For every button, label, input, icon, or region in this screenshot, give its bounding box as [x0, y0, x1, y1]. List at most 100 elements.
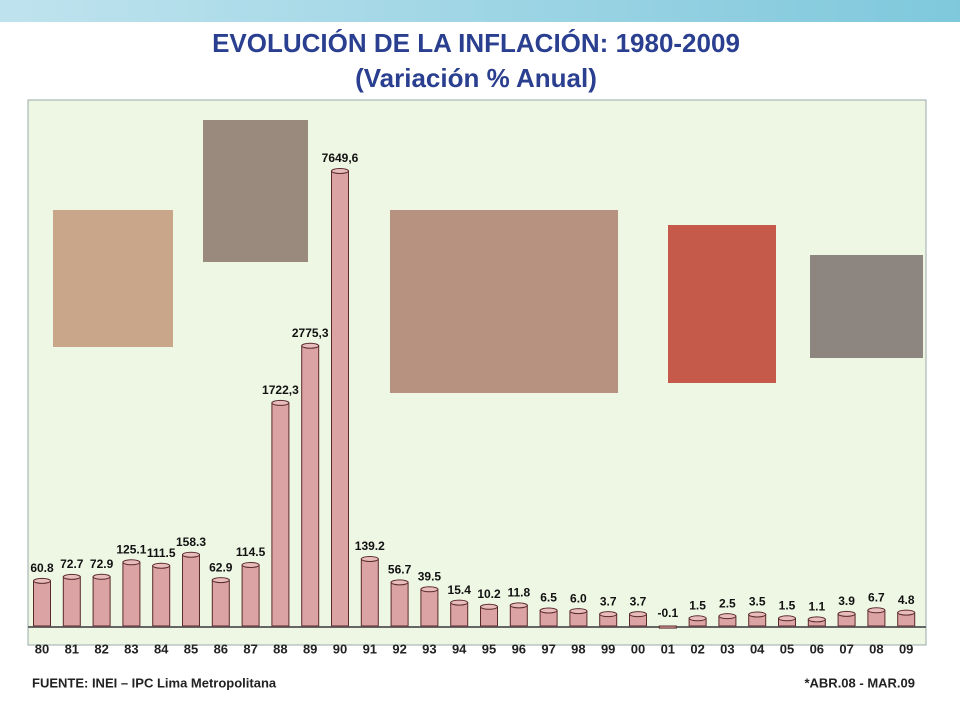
- bar-cap: [241, 561, 260, 568]
- bar: [33, 580, 51, 627]
- photo: [53, 210, 173, 347]
- photo: [203, 120, 308, 262]
- x-tick-label: 80: [35, 641, 49, 656]
- value-label: 15.4: [448, 583, 472, 597]
- value-label: 39.5: [418, 569, 442, 583]
- bar-cap: [509, 602, 528, 609]
- value-label: 11.8: [507, 586, 530, 600]
- value-label: 158.3: [176, 535, 206, 549]
- x-tick-label: 84: [154, 641, 169, 656]
- value-label: 7649,6: [322, 151, 359, 165]
- bar-cap: [420, 586, 439, 593]
- x-tick-label: 96: [512, 641, 526, 656]
- x-tick-label: 94: [452, 641, 467, 656]
- bar-cap: [33, 577, 51, 584]
- bar-cap: [182, 551, 200, 558]
- bar-cap: [807, 616, 826, 623]
- bar-cap: [211, 577, 230, 584]
- x-tick-label: 83: [124, 641, 138, 656]
- bar-cap: [450, 599, 469, 606]
- bar-cap: [301, 342, 320, 349]
- value-label: 3.7: [630, 594, 647, 608]
- x-tick-label: 86: [214, 641, 228, 656]
- bar: [211, 579, 230, 627]
- value-label: 10.2: [477, 587, 501, 601]
- value-label: 114.5: [236, 545, 266, 559]
- bar-cap: [837, 610, 856, 617]
- x-tick-label: 99: [601, 641, 615, 656]
- bar-cap: [390, 579, 409, 586]
- x-tick-label: 91: [363, 641, 377, 656]
- x-tick-label: 06: [810, 641, 824, 656]
- bar-cap: [867, 607, 886, 614]
- bar-cap: [569, 608, 588, 615]
- chart-title: EVOLUCIÓN DE LA INFLACIÓN: 1980-2009: [212, 28, 740, 58]
- bar: [509, 604, 528, 627]
- value-label: 72.9: [90, 557, 114, 571]
- bar: [390, 581, 409, 627]
- bar-cap: [480, 603, 498, 610]
- bar: [182, 554, 200, 627]
- bar: [122, 561, 141, 627]
- value-label: 1.1: [808, 600, 825, 614]
- bar: [450, 602, 469, 627]
- value-label: -0.1: [657, 606, 678, 620]
- value-label: 1.5: [779, 598, 796, 612]
- value-label: 1.5: [689, 598, 706, 612]
- value-label: 139.2: [355, 539, 385, 553]
- bar-cap: [718, 613, 737, 620]
- x-tick-label: 82: [94, 641, 108, 656]
- photo: [668, 225, 776, 383]
- value-label: 2775,3: [292, 326, 329, 340]
- value-label: 4.8: [898, 593, 915, 607]
- bar: [301, 345, 320, 627]
- bar-cap: [331, 168, 349, 174]
- value-label: 62.9: [209, 560, 233, 574]
- x-tick-label: 88: [273, 641, 287, 656]
- value-label: 56.7: [388, 563, 412, 577]
- value-label: 6.0: [570, 591, 587, 605]
- x-tick-label: 90: [333, 641, 347, 656]
- bar-cap: [629, 611, 647, 618]
- x-tick-label: 07: [839, 641, 853, 656]
- value-label: 1722,3: [262, 383, 299, 397]
- bar-cap: [92, 573, 111, 580]
- bar-cap: [62, 573, 81, 580]
- x-tick-label: 98: [571, 641, 585, 656]
- note: *ABR.08 - MAR.09: [804, 675, 915, 690]
- x-tick-label: 08: [869, 641, 883, 656]
- x-tick-label: 03: [720, 641, 734, 656]
- x-tick-label: 09: [899, 641, 913, 656]
- x-tick-label: 81: [65, 641, 79, 656]
- bar: [62, 576, 81, 627]
- bar-cap: [688, 615, 707, 622]
- value-label: 72.7: [60, 557, 84, 571]
- bar: [360, 558, 379, 627]
- x-tick-label: 01: [661, 641, 675, 656]
- bar: [658, 625, 677, 629]
- value-label: 125.1: [116, 542, 146, 556]
- value-label: 3.9: [838, 594, 855, 608]
- bar-cap: [897, 609, 916, 616]
- photo: [390, 210, 618, 393]
- chart-subtitle: (Variación % Anual): [355, 63, 597, 93]
- x-tick-label: 85: [184, 641, 198, 656]
- x-tick-label: 04: [750, 641, 765, 656]
- bar: [331, 170, 349, 627]
- bar: [241, 564, 260, 627]
- value-label: 60.8: [30, 561, 54, 575]
- x-tick-label: 89: [303, 641, 317, 656]
- bar-cap: [599, 611, 618, 618]
- bar-cap: [271, 399, 290, 406]
- x-tick-label: 93: [422, 641, 436, 656]
- value-label: 3.7: [600, 594, 617, 608]
- source: FUENTE: INEI – IPC Lima Metropolitana: [32, 675, 277, 690]
- bar-cap: [360, 555, 379, 562]
- x-tick-label: 87: [243, 641, 257, 656]
- value-label: 6.7: [868, 590, 885, 604]
- value-label: 6.5: [540, 591, 557, 605]
- bar: [92, 576, 111, 627]
- bar: [271, 402, 290, 627]
- bar: [420, 588, 439, 627]
